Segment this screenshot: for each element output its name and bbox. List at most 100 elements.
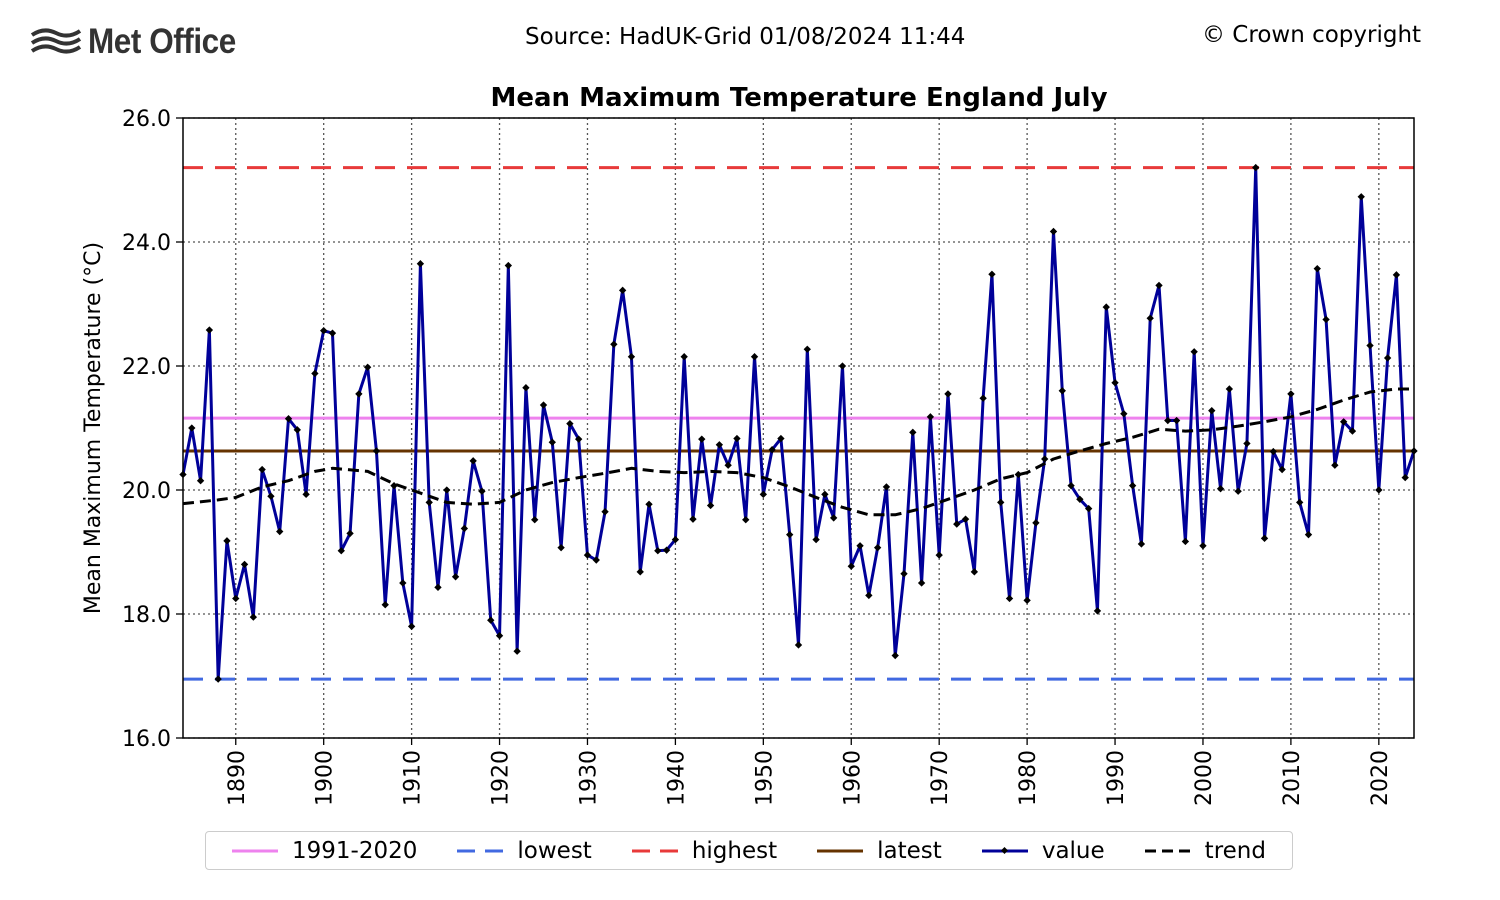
legend-swatch-lowest xyxy=(457,849,504,852)
value-point xyxy=(1322,315,1330,324)
chart-title: Mean Maximum Temperature England July xyxy=(490,83,1107,113)
value-point xyxy=(469,457,477,465)
value-point xyxy=(548,438,556,446)
value-point xyxy=(1252,163,1260,172)
value-point xyxy=(742,516,750,524)
legend-label-baseline: 1991-2020 xyxy=(292,837,418,864)
value-point xyxy=(223,537,231,545)
value-point xyxy=(557,543,565,552)
x-tick-label: 1920 xyxy=(489,750,514,806)
value-point xyxy=(372,447,381,455)
value-point xyxy=(1058,387,1066,395)
value-point xyxy=(786,530,794,539)
value-point xyxy=(970,568,979,576)
legend-label-latest: latest xyxy=(877,837,942,864)
value-point xyxy=(1041,455,1049,463)
value-point xyxy=(997,498,1005,507)
value-point xyxy=(662,546,671,554)
y-tick-label: 22.0 xyxy=(122,355,171,380)
value-point xyxy=(829,514,838,522)
value-point xyxy=(205,326,214,334)
value-point xyxy=(979,394,987,402)
x-tick-label: 1910 xyxy=(401,750,426,806)
value-point xyxy=(1313,264,1321,273)
value-point xyxy=(293,426,301,434)
value-point xyxy=(803,345,811,353)
value-point xyxy=(249,613,258,621)
legend: 1991-2020 lowest highest latest value tr… xyxy=(205,831,1293,870)
value-point xyxy=(988,270,996,278)
value-point xyxy=(513,647,521,655)
value-point xyxy=(821,490,829,499)
value-point xyxy=(1146,314,1154,322)
value-point xyxy=(320,326,328,335)
value-point xyxy=(592,556,600,564)
axes: 16.0 18.0 20.0 22.0 24.0 26.0 1890 1900 1910 1920… xyxy=(122,107,1393,806)
value-point xyxy=(1128,481,1137,490)
value-point xyxy=(487,616,495,624)
value-point xyxy=(610,340,618,348)
value-point xyxy=(196,477,205,485)
trend-line xyxy=(182,387,1414,517)
value-point xyxy=(1164,416,1172,425)
value-point xyxy=(1172,416,1181,425)
met-office-logo: Met Office xyxy=(30,22,252,62)
value-point xyxy=(478,487,486,495)
value-point xyxy=(1120,410,1128,418)
value-point xyxy=(381,601,389,609)
value-point xyxy=(1304,530,1313,539)
value-point xyxy=(654,547,662,555)
value-point xyxy=(566,419,574,428)
value-point xyxy=(302,490,310,499)
met-office-wave-icon xyxy=(30,28,82,54)
x-tick-label: 1950 xyxy=(752,750,777,806)
x-tick-label: 1970 xyxy=(928,750,953,806)
value-point xyxy=(865,591,873,600)
value-point xyxy=(768,446,776,454)
value-point xyxy=(451,573,460,581)
value-point xyxy=(636,568,644,576)
y-tick-label: 16.0 xyxy=(122,727,171,752)
value-point xyxy=(531,516,539,524)
value-point xyxy=(1155,281,1163,290)
value-point xyxy=(856,542,864,550)
x-tick-label: 1890 xyxy=(225,750,250,806)
legend-label-value: value xyxy=(1041,837,1105,864)
value-point xyxy=(935,551,943,559)
legend-item-lowest: lowest xyxy=(457,837,592,864)
value-point xyxy=(1243,439,1251,448)
value-point xyxy=(1225,385,1234,393)
value-point xyxy=(1287,390,1295,398)
value-point xyxy=(689,515,697,523)
value-point xyxy=(847,562,855,570)
y-axis-label: Mean Maximum Temperature (°C) xyxy=(81,242,106,614)
plot-frame xyxy=(182,117,1415,739)
value-point xyxy=(891,651,899,660)
value-point xyxy=(618,286,627,295)
value-point xyxy=(346,529,354,538)
value-point xyxy=(399,579,407,587)
x-tick-label: 1930 xyxy=(576,750,601,806)
legend-label-lowest: lowest xyxy=(517,837,592,864)
x-tick-label: 1940 xyxy=(664,750,689,806)
value-point xyxy=(1366,341,1374,350)
value-point xyxy=(1181,537,1190,546)
value-point xyxy=(733,434,741,443)
value-point xyxy=(961,515,970,523)
value-point xyxy=(267,492,275,500)
value-point xyxy=(575,435,583,443)
value-point xyxy=(1331,461,1339,469)
value-point xyxy=(1067,481,1075,490)
legend-swatch-value xyxy=(981,846,1028,854)
legend-swatch-latest xyxy=(817,849,864,852)
value-point xyxy=(407,622,416,631)
value-point xyxy=(698,435,706,443)
value-point xyxy=(1269,447,1277,456)
value-point xyxy=(443,486,451,494)
value-point xyxy=(882,483,891,491)
value-point xyxy=(794,641,803,649)
value-point xyxy=(777,434,785,443)
value-point xyxy=(1032,519,1040,527)
value-point xyxy=(416,260,425,268)
value-point xyxy=(671,535,680,544)
